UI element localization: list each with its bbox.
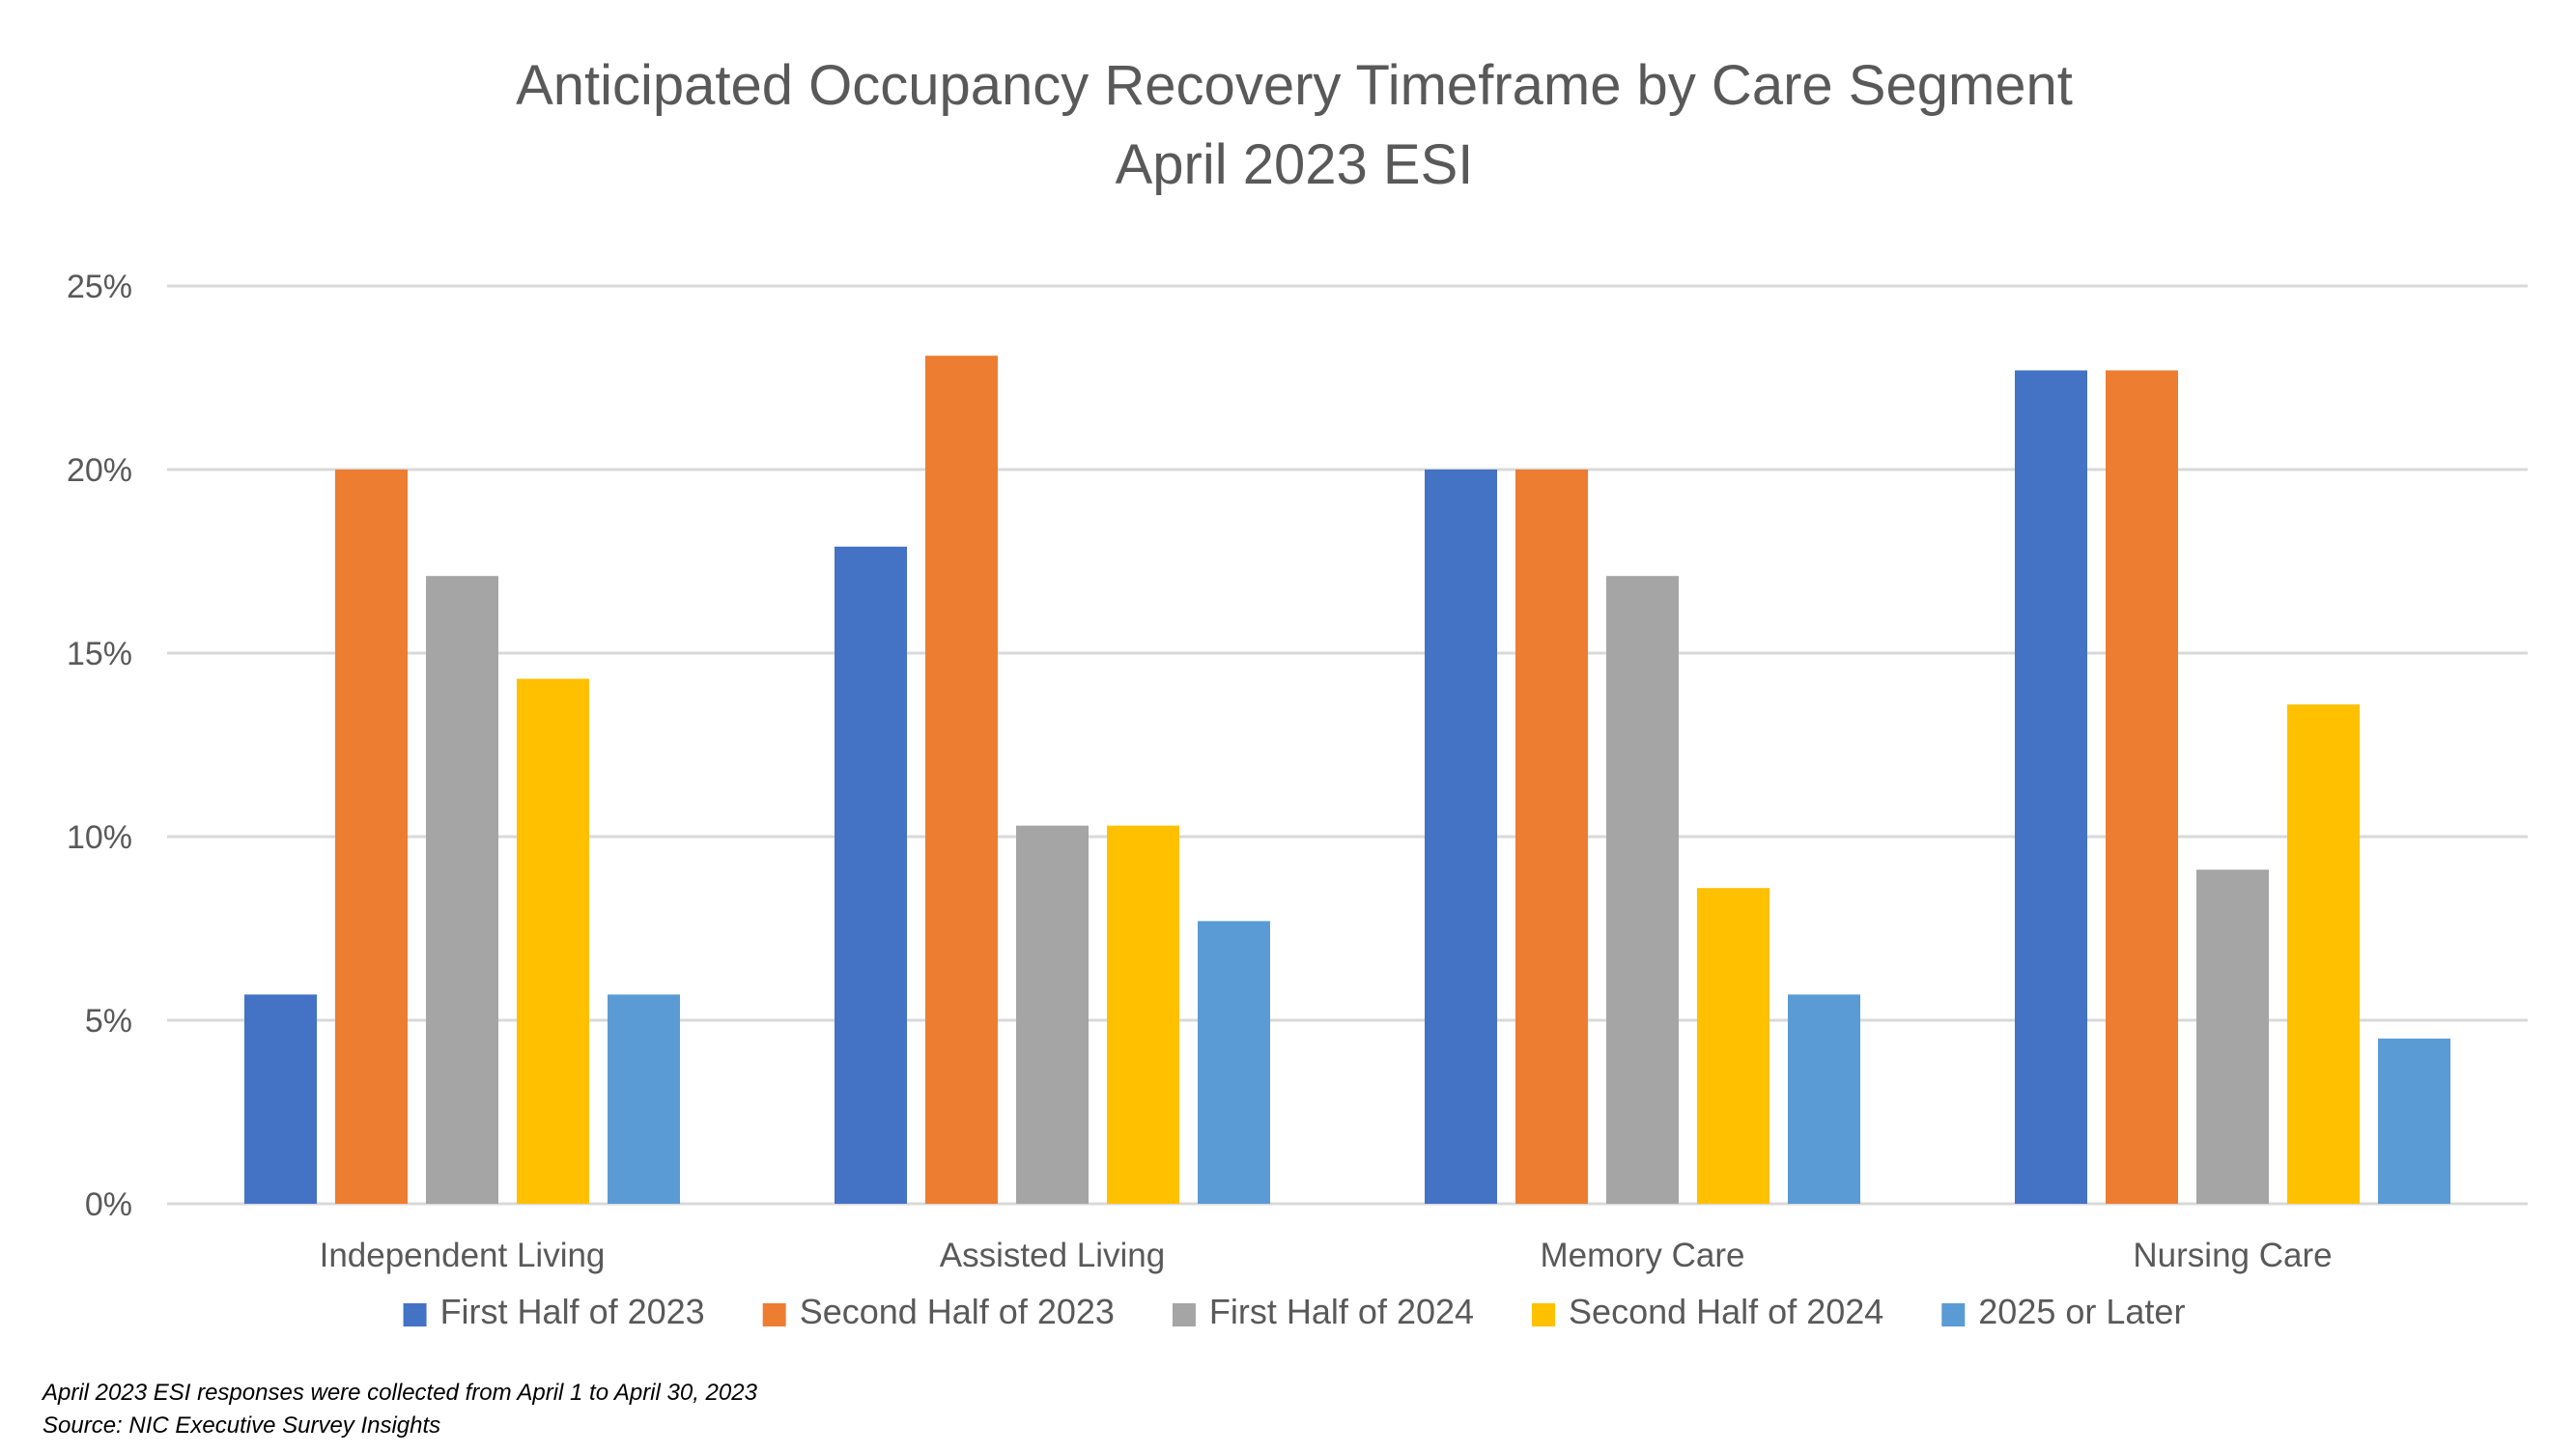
bar xyxy=(2287,704,2360,1204)
bar xyxy=(517,678,589,1204)
bars xyxy=(244,356,2450,1204)
bar xyxy=(2106,370,2178,1204)
chart-subtitle: April 2023 ESI xyxy=(1116,133,1474,196)
legend-label: First Half of 2024 xyxy=(1209,1292,1474,1331)
y-tick-label: 5% xyxy=(85,1003,132,1040)
x-category-label: Nursing Care xyxy=(2133,1237,2332,1274)
legend-item: Second Half of 2023 xyxy=(762,1292,1115,1331)
legend-swatch xyxy=(403,1303,427,1326)
legend-label: Second Half of 2023 xyxy=(800,1292,1115,1331)
bar xyxy=(1198,921,1270,1204)
bar xyxy=(335,470,408,1204)
footnote-source: Source: NIC Executive Survey Insights xyxy=(42,1412,440,1439)
y-tick-label: 25% xyxy=(67,269,132,305)
x-axis-categories: Independent Living Assisted Living Memory … xyxy=(320,1237,2333,1274)
bar xyxy=(925,356,998,1204)
legend-swatch xyxy=(1172,1303,1196,1326)
y-tick-label: 10% xyxy=(67,819,132,856)
legend-label: First Half of 2023 xyxy=(440,1292,705,1331)
bar xyxy=(1606,576,1679,1204)
x-category-label: Assisted Living xyxy=(940,1237,1165,1274)
legend-swatch xyxy=(762,1303,786,1326)
y-tick-label: 0% xyxy=(85,1186,132,1223)
legend-swatch xyxy=(1532,1303,1556,1326)
legend: First Half of 2023 Second Half of 2023 Fir… xyxy=(403,1292,2185,1331)
y-axis-ticks: 0% 5% 10% 15% 20% 25% xyxy=(67,269,132,1223)
bar xyxy=(2196,870,2269,1204)
bar xyxy=(1016,825,1089,1204)
bar xyxy=(1515,470,1588,1204)
bar xyxy=(2378,1039,2450,1204)
chart-title: Anticipated Occupancy Recovery Timeframe… xyxy=(516,54,2073,117)
y-tick-label: 20% xyxy=(67,452,132,489)
bar xyxy=(835,546,907,1204)
x-category-label: Independent Living xyxy=(320,1237,606,1274)
bar xyxy=(2015,370,2087,1204)
legend-item: First Half of 2024 xyxy=(1172,1292,1474,1331)
legend-item: 2025 or Later xyxy=(1941,1292,2185,1331)
bar xyxy=(608,994,680,1204)
bar xyxy=(426,576,498,1204)
bar xyxy=(244,994,317,1204)
legend-label: Second Half of 2024 xyxy=(1569,1292,1883,1331)
bar xyxy=(1425,470,1497,1204)
bar xyxy=(1107,825,1179,1204)
footnote-collection-dates: April 2023 ESI responses were collected … xyxy=(41,1380,758,1406)
legend-item: First Half of 2023 xyxy=(403,1292,705,1331)
bar xyxy=(1788,994,1860,1204)
legend-label: 2025 or Later xyxy=(1978,1292,2185,1331)
y-tick-label: 15% xyxy=(67,636,132,672)
legend-item: Second Half of 2024 xyxy=(1532,1292,1883,1331)
bar xyxy=(1697,888,1769,1204)
legend-swatch xyxy=(1941,1303,1966,1326)
x-category-label: Memory Care xyxy=(1541,1237,1745,1274)
